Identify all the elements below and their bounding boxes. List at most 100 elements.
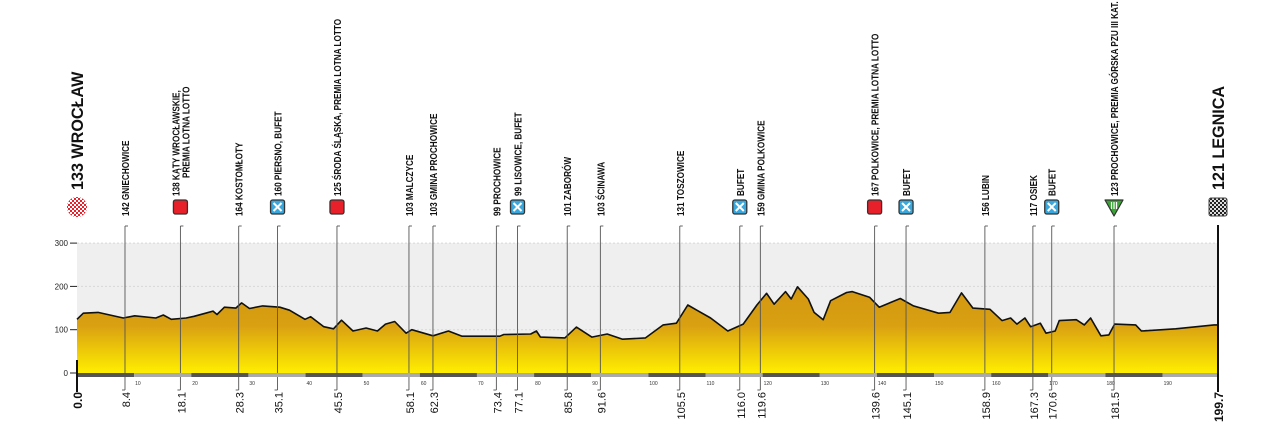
waypoint-label: BUFET [900, 169, 912, 196]
waypoint-label: 138 KĄTY WROCŁAWSKIE, [169, 90, 181, 196]
km-scale-segment [934, 373, 992, 377]
km-scale-segment [362, 373, 420, 377]
x-tick-label: 130 [821, 381, 830, 387]
waypoint-km: 18.1 [176, 392, 188, 413]
waypoint-km: 139.6 [871, 392, 883, 420]
km-scale-segment [762, 373, 820, 377]
x-tick-label: 110 [706, 381, 714, 387]
x-tick-label: 120 [764, 381, 773, 387]
waypoint-label: BUFET [734, 169, 746, 196]
x-tick-label: 140 [878, 381, 887, 387]
finish-icon [1208, 197, 1228, 217]
km-scale-segment [134, 373, 192, 377]
x-tick-label: 40 [307, 381, 313, 387]
waypoint-km: 116.0 [736, 392, 748, 419]
km-scale-segment [876, 373, 935, 377]
y-tick-label: 0 [64, 369, 69, 378]
waypoint-label: 167 POLKOWICE, PREMIA LOTNA LOTTO [869, 34, 881, 196]
km-scale-segment [591, 373, 649, 377]
waypoint-label: 103 ŚCINAWA [594, 162, 606, 216]
waypoint-km: 91.6 [596, 392, 608, 413]
waypoint-km: 35.1 [274, 392, 286, 413]
waypoint-label: BUFET [1046, 169, 1058, 196]
waypoint-label: 164 KOSTOMŁOTY [233, 142, 245, 216]
waypoint-km: 158.9 [981, 392, 993, 420]
feed-icon [898, 199, 914, 215]
waypoint-label: PREMIA LOTNA LOTTO [179, 86, 191, 178]
start-icon [67, 197, 87, 217]
waypoint-km: 77.1 [514, 392, 526, 413]
start-km: 0.0 [71, 392, 85, 409]
waypoint-km: 58.1 [405, 392, 417, 413]
waypoint-label: 125 ŚRODA ŚLĄSKA, PREMIA LOTNA LOTTO [331, 19, 343, 196]
elevation-area [77, 286, 1218, 373]
waypoint-label: 123 PROCHOWICE, PREMIA GÓRSKA PZU III KA… [1108, 1, 1120, 196]
feed-icon [509, 199, 526, 215]
km-scale-segment [1048, 373, 1106, 377]
waypoint-label: 103 MALCZYCE [403, 155, 415, 216]
waypoint-label: 159 GMINA POLKOWICE [754, 120, 766, 216]
waypoint-km: 73.4 [492, 392, 504, 413]
x-tick-label: 60 [421, 381, 427, 387]
km-scale-segment [534, 373, 592, 377]
start-label: 133 WROCŁAW [68, 71, 87, 190]
x-tick-label: 30 [249, 381, 255, 387]
waypoint-km: 85.8 [563, 392, 575, 413]
y-tick-label: 300 [55, 239, 69, 248]
km-scale-segment [1162, 373, 1218, 377]
waypoint-label: 103 GMINA PROCHOWICE [427, 114, 439, 216]
waypoint-label: 131 TOSZOWICE [674, 151, 686, 216]
finish-km: 199.7 [1212, 392, 1226, 422]
waypoint-km: 170.6 [1048, 392, 1060, 420]
feed-icon [1044, 199, 1060, 215]
waypoint-km: 28.3 [235, 392, 247, 413]
climb-icon [1104, 199, 1124, 217]
km-scale-segment [705, 373, 763, 377]
km-scale-segment [991, 373, 1049, 377]
waypoint-label: 101 ZABORÓW [561, 157, 573, 216]
waypoint-km: 119.6 [756, 392, 768, 419]
waypoint-label: 160 PIERSNO, BUFET [272, 111, 284, 196]
waypoint-km: 105.5 [676, 392, 688, 420]
waypoint-km: 167.3 [1029, 392, 1041, 420]
x-tick-label: 100 [649, 381, 658, 387]
x-tick-label: 180 [1106, 381, 1115, 387]
km-scale-segment [305, 373, 363, 377]
waypoint-label: 99 PROCHOWICE [490, 147, 502, 216]
waypoint-label: 142 GNIECHOWICE [119, 141, 131, 216]
y-tick-label: 200 [55, 282, 69, 291]
waypoint-km: 145.1 [902, 392, 914, 420]
waypoint-label: 99 LISOWICE, BUFET [511, 112, 523, 196]
elevation-line [76, 286, 1218, 340]
waypoint-km: 62.3 [429, 392, 441, 413]
km-scale-segment [819, 373, 877, 377]
x-tick-label: 70 [478, 381, 484, 387]
finish-label: 121 LEGNICA [1209, 86, 1228, 190]
km-scale-segment [77, 373, 135, 377]
x-tick-label: 80 [535, 381, 541, 387]
x-tick-label: 190 [1164, 381, 1173, 387]
waypoint-km: 8.4 [121, 392, 133, 407]
km-scale-segment [191, 373, 249, 377]
km-scale-segment [1105, 373, 1163, 377]
waypoint-label: 117 OSIEK [1027, 175, 1039, 216]
sprint-icon [866, 199, 883, 215]
x-tick-label: 150 [935, 381, 944, 387]
waypoint-km: 45.5 [333, 392, 345, 413]
km-scale-segment [419, 373, 477, 377]
x-tick-label: 10 [135, 381, 141, 387]
x-tick-label: 50 [364, 381, 370, 387]
waypoint-label: 156 LUBIN [979, 175, 991, 216]
km-scale-segment [248, 373, 306, 377]
feed-icon [732, 199, 748, 215]
waypoint-km: 181.5 [1110, 392, 1122, 420]
km-scale-segment [648, 373, 706, 377]
sprint-icon [172, 199, 189, 215]
y-tick-label: 100 [55, 326, 69, 335]
km-scale-segment [476, 373, 535, 377]
x-tick-label: 90 [592, 381, 598, 387]
x-tick-label: 20 [192, 381, 198, 387]
feed-icon [269, 199, 286, 215]
x-tick-label: 170 [1049, 381, 1058, 387]
